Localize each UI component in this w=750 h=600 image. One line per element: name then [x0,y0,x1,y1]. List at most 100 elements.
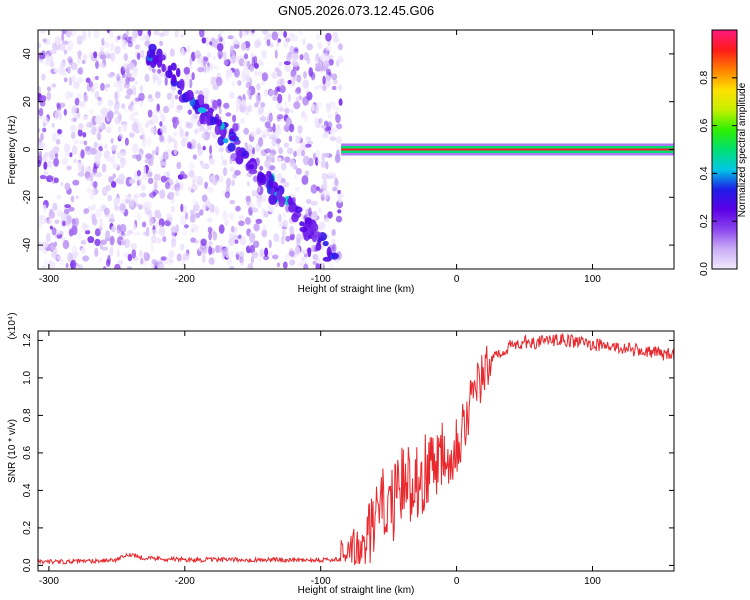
noise-speckle [110,52,116,62]
noise-speckle [97,96,103,106]
noise-speckle [166,92,173,100]
noise-speckle [323,218,331,223]
streak-blob [171,74,177,84]
noise-speckle [77,129,83,137]
noise-speckle [162,151,169,161]
y-tick-label: 20 [22,96,33,108]
noise-speckle [202,55,207,66]
noise-speckle [233,44,240,49]
noise-speckle [305,136,312,142]
noise-speckle [261,228,268,238]
noise-speckle [246,88,251,97]
noise-speckle [154,221,159,229]
noise-speckle [93,181,98,189]
noise-speckle [194,128,199,135]
noise-speckle [70,195,75,203]
noise-speckle [168,191,176,197]
noise-speckle [159,121,163,127]
noise-speckle [253,223,260,232]
noise-speckle [92,203,96,211]
noise-speckle [46,160,53,168]
noise-speckle [101,246,109,251]
noise-speckle [63,49,68,55]
x-tick-label: -200 [175,576,195,587]
noise-speckle [176,161,182,170]
noise-speckle [213,207,219,214]
noise-speckle [180,170,185,177]
noise-speckle [64,204,71,209]
noise-speckle [103,41,110,48]
noise-speckle [113,102,120,112]
noise-speckle [320,65,324,72]
noise-speckle [95,208,102,218]
noise-speckle [259,248,265,257]
noise-speckle [132,223,137,231]
y-tick-label: -40 [22,237,33,252]
noise-speckle [167,134,173,144]
noise-speckle [152,191,157,197]
noise-speckle [312,254,319,261]
noise-speckle [159,32,165,38]
streak-blob [299,226,308,232]
noise-speckle [329,136,337,142]
noise-speckle [143,251,148,261]
noise-speckle [278,61,283,67]
streak-blob [322,240,329,247]
noise-speckle [121,121,128,132]
noise-speckle [121,103,126,109]
noise-speckle [312,152,317,160]
snr-ylabel: SNR (10 * v/v) [7,419,18,483]
noise-speckle [243,53,249,60]
noise-speckle [229,56,236,64]
noise-speckle [117,259,124,266]
noise-speckle [312,260,317,265]
noise-speckle [95,114,102,125]
streak-blob [291,213,299,223]
streak-blob [216,119,223,127]
noise-speckle [335,215,343,223]
noise-speckle [304,170,310,177]
noise-speckle [327,55,334,60]
noise-speckle [333,106,339,111]
noise-speckle [338,84,342,92]
noise-speckle [332,187,338,192]
noise-speckle [288,247,294,257]
noise-speckle [319,53,326,62]
streak-blob [276,190,282,201]
noise-speckle [96,57,101,62]
noise-speckle [332,243,337,253]
streak-blob [299,221,305,227]
noise-speckle [318,118,323,124]
noise-speckle [173,139,178,149]
noise-speckle [171,94,175,103]
noise-speckle [199,127,206,132]
noise-speckle [54,152,59,159]
noise-speckle [218,224,225,234]
noise-speckle [63,77,68,83]
noise-speckle [300,256,305,262]
noise-speckle [132,143,139,154]
noise-speckle [229,249,234,258]
noise-speckle [201,37,207,44]
noise-speckle [43,170,48,177]
noise-speckle [331,73,338,81]
noise-speckle [53,241,58,247]
streak-blob [304,217,311,225]
streak-blob [178,78,185,89]
noise-speckle [52,42,57,50]
noise-speckle [205,36,209,47]
noise-speckle [225,68,233,78]
noise-speckle [305,143,312,148]
noise-speckle [136,154,142,162]
noise-speckle [38,128,41,133]
streak-blob [167,65,172,72]
noise-speckle [199,209,204,216]
noise-speckle [175,187,180,197]
noise-speckle [125,94,131,100]
noise-speckle [271,71,278,80]
noise-speckle [82,30,87,41]
noise-speckle [324,217,329,222]
noise-speckle [232,123,239,132]
noise-speckle [303,263,309,269]
